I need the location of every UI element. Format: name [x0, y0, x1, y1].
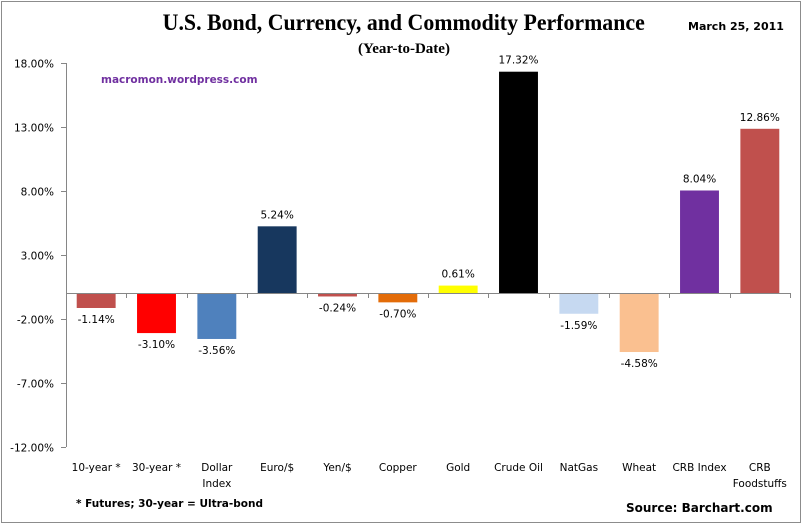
x-tick-label: 10-year * — [72, 462, 121, 474]
data-label: 5.24% — [260, 209, 293, 221]
x-tick-label: 30-year * — [132, 462, 181, 474]
x-axis — [66, 293, 791, 298]
bar — [499, 71, 538, 294]
data-label: -0.24% — [319, 302, 356, 314]
watermark-text: macromon.wordpress.com — [101, 74, 258, 86]
y-tick-label: -12.00% — [10, 443, 54, 455]
bars-group — [76, 71, 780, 353]
bar — [257, 226, 297, 294]
x-labels-group: 10-year * 30-year * Dollar Index Euro/$ Yen/$… — [72, 462, 787, 490]
data-label: 17.32% — [498, 55, 538, 67]
x-tick-label: Gold — [446, 462, 470, 474]
y-axis: 18.00% 13.00% 8.00% 3.00% -2.00% -7.00% -12.00… — [10, 59, 67, 455]
x-tick-label: NatGas — [560, 462, 598, 474]
bar — [137, 293, 176, 334]
y-tick-label: 8.00% — [21, 187, 54, 199]
data-label: 0.61% — [441, 269, 474, 281]
data-label: -1.14% — [78, 314, 115, 326]
x-tick-label: Wheat — [622, 462, 656, 474]
chart-title: U.S. Bond, Currency, and Commodity Perfo… — [162, 10, 646, 35]
footnote: * Futures; 30-year = Ultra-bond — [76, 498, 263, 510]
data-label: 12.86% — [740, 112, 780, 124]
y-tick-label: 13.00% — [14, 123, 54, 135]
data-label: -0.70% — [379, 308, 416, 320]
x-tick-label: Copper — [379, 462, 418, 474]
data-label: -1.59% — [560, 320, 597, 332]
bar — [680, 190, 719, 294]
x-tick-label: CRB Foodstuffs — [733, 462, 787, 490]
source-credit: Source: Barchart.com — [626, 501, 773, 515]
data-labels-group: -1.14% -3.10% -3.56% 5.24% -0.24% -0.70% 0.61%… — [78, 55, 780, 370]
data-label: 8.04% — [683, 173, 716, 185]
bar — [619, 293, 659, 353]
y-tick-label: 18.00% — [14, 59, 54, 71]
bar — [378, 293, 418, 303]
x-tick-label: Crude Oil — [494, 462, 543, 474]
bar — [438, 285, 478, 294]
bar — [318, 293, 357, 297]
y-tick-label: -7.00% — [17, 379, 54, 391]
chart-subtitle: (Year-to-Date) — [358, 41, 450, 57]
bar — [76, 293, 116, 308]
x-tick-label: Euro/$ — [260, 462, 294, 474]
x-tick-label: CRB Index — [672, 462, 726, 474]
x-tick-label: Yen/$ — [322, 462, 351, 474]
bar — [559, 293, 599, 314]
chart-date: March 25, 2011 — [688, 20, 784, 33]
y-tick-label: 3.00% — [21, 251, 54, 263]
data-label: -3.56% — [198, 345, 235, 357]
y-tick-label: -2.00% — [17, 315, 54, 327]
bar — [740, 128, 780, 294]
x-tick-label: Dollar Index — [201, 462, 233, 490]
data-label: -4.58% — [621, 358, 658, 370]
data-label: -3.10% — [138, 339, 175, 351]
bar — [197, 293, 237, 339]
